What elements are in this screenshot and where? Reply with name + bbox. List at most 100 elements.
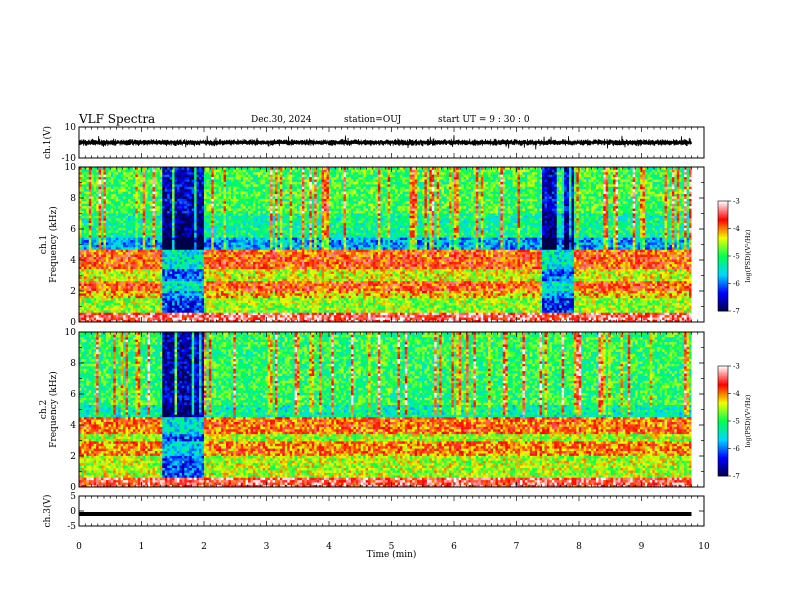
ch1-cell: [81, 223, 84, 226]
ch1-cell: [113, 235, 116, 238]
ch1-cell: [101, 278, 104, 281]
ch1-cell: [99, 271, 102, 274]
ch1-cell: [89, 300, 92, 303]
ch1-cell: [89, 274, 92, 277]
ch1-cell: [123, 274, 126, 277]
ch1-cell: [118, 194, 121, 197]
ch1-cell: [116, 208, 119, 211]
ch1-cell: [89, 198, 92, 201]
ch1-cell: [89, 211, 92, 214]
ch1-cell: [91, 269, 94, 272]
ch1-cell: [81, 312, 84, 315]
ch1-cell: [89, 191, 92, 194]
ch1-cell: [121, 177, 124, 180]
ch1-cell: [81, 266, 84, 269]
ch1-cell: [89, 177, 92, 180]
ch1-cell: [126, 291, 129, 294]
ch1-cell: [113, 179, 116, 182]
ch1-cell: [116, 189, 119, 192]
ch1-cell: [118, 228, 121, 231]
ch1-cell: [86, 266, 89, 269]
ch1-cell: [123, 295, 126, 298]
ch1-cell: [84, 307, 87, 310]
ch1-cell: [126, 266, 129, 269]
ch1-cell: [106, 315, 109, 318]
ch1-cell: [106, 291, 109, 294]
ch1-cell: [111, 269, 114, 272]
ch1-cell: [116, 213, 119, 216]
ch1-cell: [81, 211, 84, 214]
ch1-cell: [128, 278, 131, 281]
ch1-cell: [81, 293, 84, 296]
ch1-cell: [106, 237, 109, 240]
ch1-cell: [96, 228, 99, 231]
ch1-cell: [108, 276, 111, 279]
ch1-cell: [111, 191, 114, 194]
ch1-cell: [86, 305, 89, 308]
ch1-cell: [108, 249, 111, 252]
ch1-cell: [106, 274, 109, 277]
ch1-cell: [111, 261, 114, 264]
ch1-cell: [123, 196, 126, 199]
ch1-cell: [86, 261, 89, 264]
ch1-cell: [111, 182, 114, 185]
ch1-cell: [96, 218, 99, 221]
ch1-cell: [118, 203, 121, 206]
ch1-cell: [116, 174, 119, 177]
ch1-cell: [106, 198, 109, 201]
ch1-cell: [123, 191, 126, 194]
ch1-cell: [128, 242, 131, 245]
ch1-cell: [123, 232, 126, 235]
ch1-cell: [126, 307, 129, 310]
ch1-cell: [81, 264, 84, 267]
ch1-cell: [101, 242, 104, 245]
ch1-cell: [91, 259, 94, 262]
ch1-cell: [106, 196, 109, 199]
ch1-cell: [106, 266, 109, 269]
ch1-cell: [113, 201, 116, 204]
ch1-cell: [121, 288, 124, 291]
ch1-cell: [111, 237, 114, 240]
ch1-cell: [94, 317, 97, 320]
ch1-cell: [101, 257, 104, 260]
ch1-cell: [108, 315, 111, 318]
ch1-cell: [113, 206, 116, 209]
ch1-cell: [118, 266, 121, 269]
ch1-cell: [123, 179, 126, 182]
ch1-cell: [108, 271, 111, 274]
ch1-cell: [113, 298, 116, 301]
ch1-cell: [113, 271, 116, 274]
ch1-cell: [128, 252, 131, 255]
ch1-cell: [104, 307, 107, 310]
ch1-cell: [123, 266, 126, 269]
ch1-cell: [81, 208, 84, 211]
ch1-cell: [104, 169, 107, 172]
ch1-cell: [126, 184, 129, 187]
ch1-cell: [106, 203, 109, 206]
ch1-cell: [96, 269, 99, 272]
ch1-cell: [99, 201, 102, 204]
ch1-cell: [101, 182, 104, 185]
ch1-cell: [94, 276, 97, 279]
ch1-cell: [111, 194, 114, 197]
ch1-cell: [104, 252, 107, 255]
ch1-cell: [96, 271, 99, 274]
ch1-cell: [123, 230, 126, 233]
ch1-cell: [108, 215, 111, 218]
ch1-cell: [99, 312, 102, 315]
ch1-cell: [121, 189, 124, 192]
ch1-cell: [104, 186, 107, 189]
ch1-cell: [126, 172, 129, 175]
ch1-cell: [123, 182, 126, 185]
ch1-cell: [104, 288, 107, 291]
ch1-cell: [113, 249, 116, 252]
ch1-cell: [81, 295, 84, 298]
ch1-cell: [91, 310, 94, 313]
ch1-cell: [128, 271, 131, 274]
ch1-cell: [89, 213, 92, 216]
ch1-cell: [94, 310, 97, 313]
ch1-cell: [94, 303, 97, 306]
ch1-cell: [89, 278, 92, 281]
ch1-cell: [121, 286, 124, 289]
ch1-cell: [108, 201, 111, 204]
